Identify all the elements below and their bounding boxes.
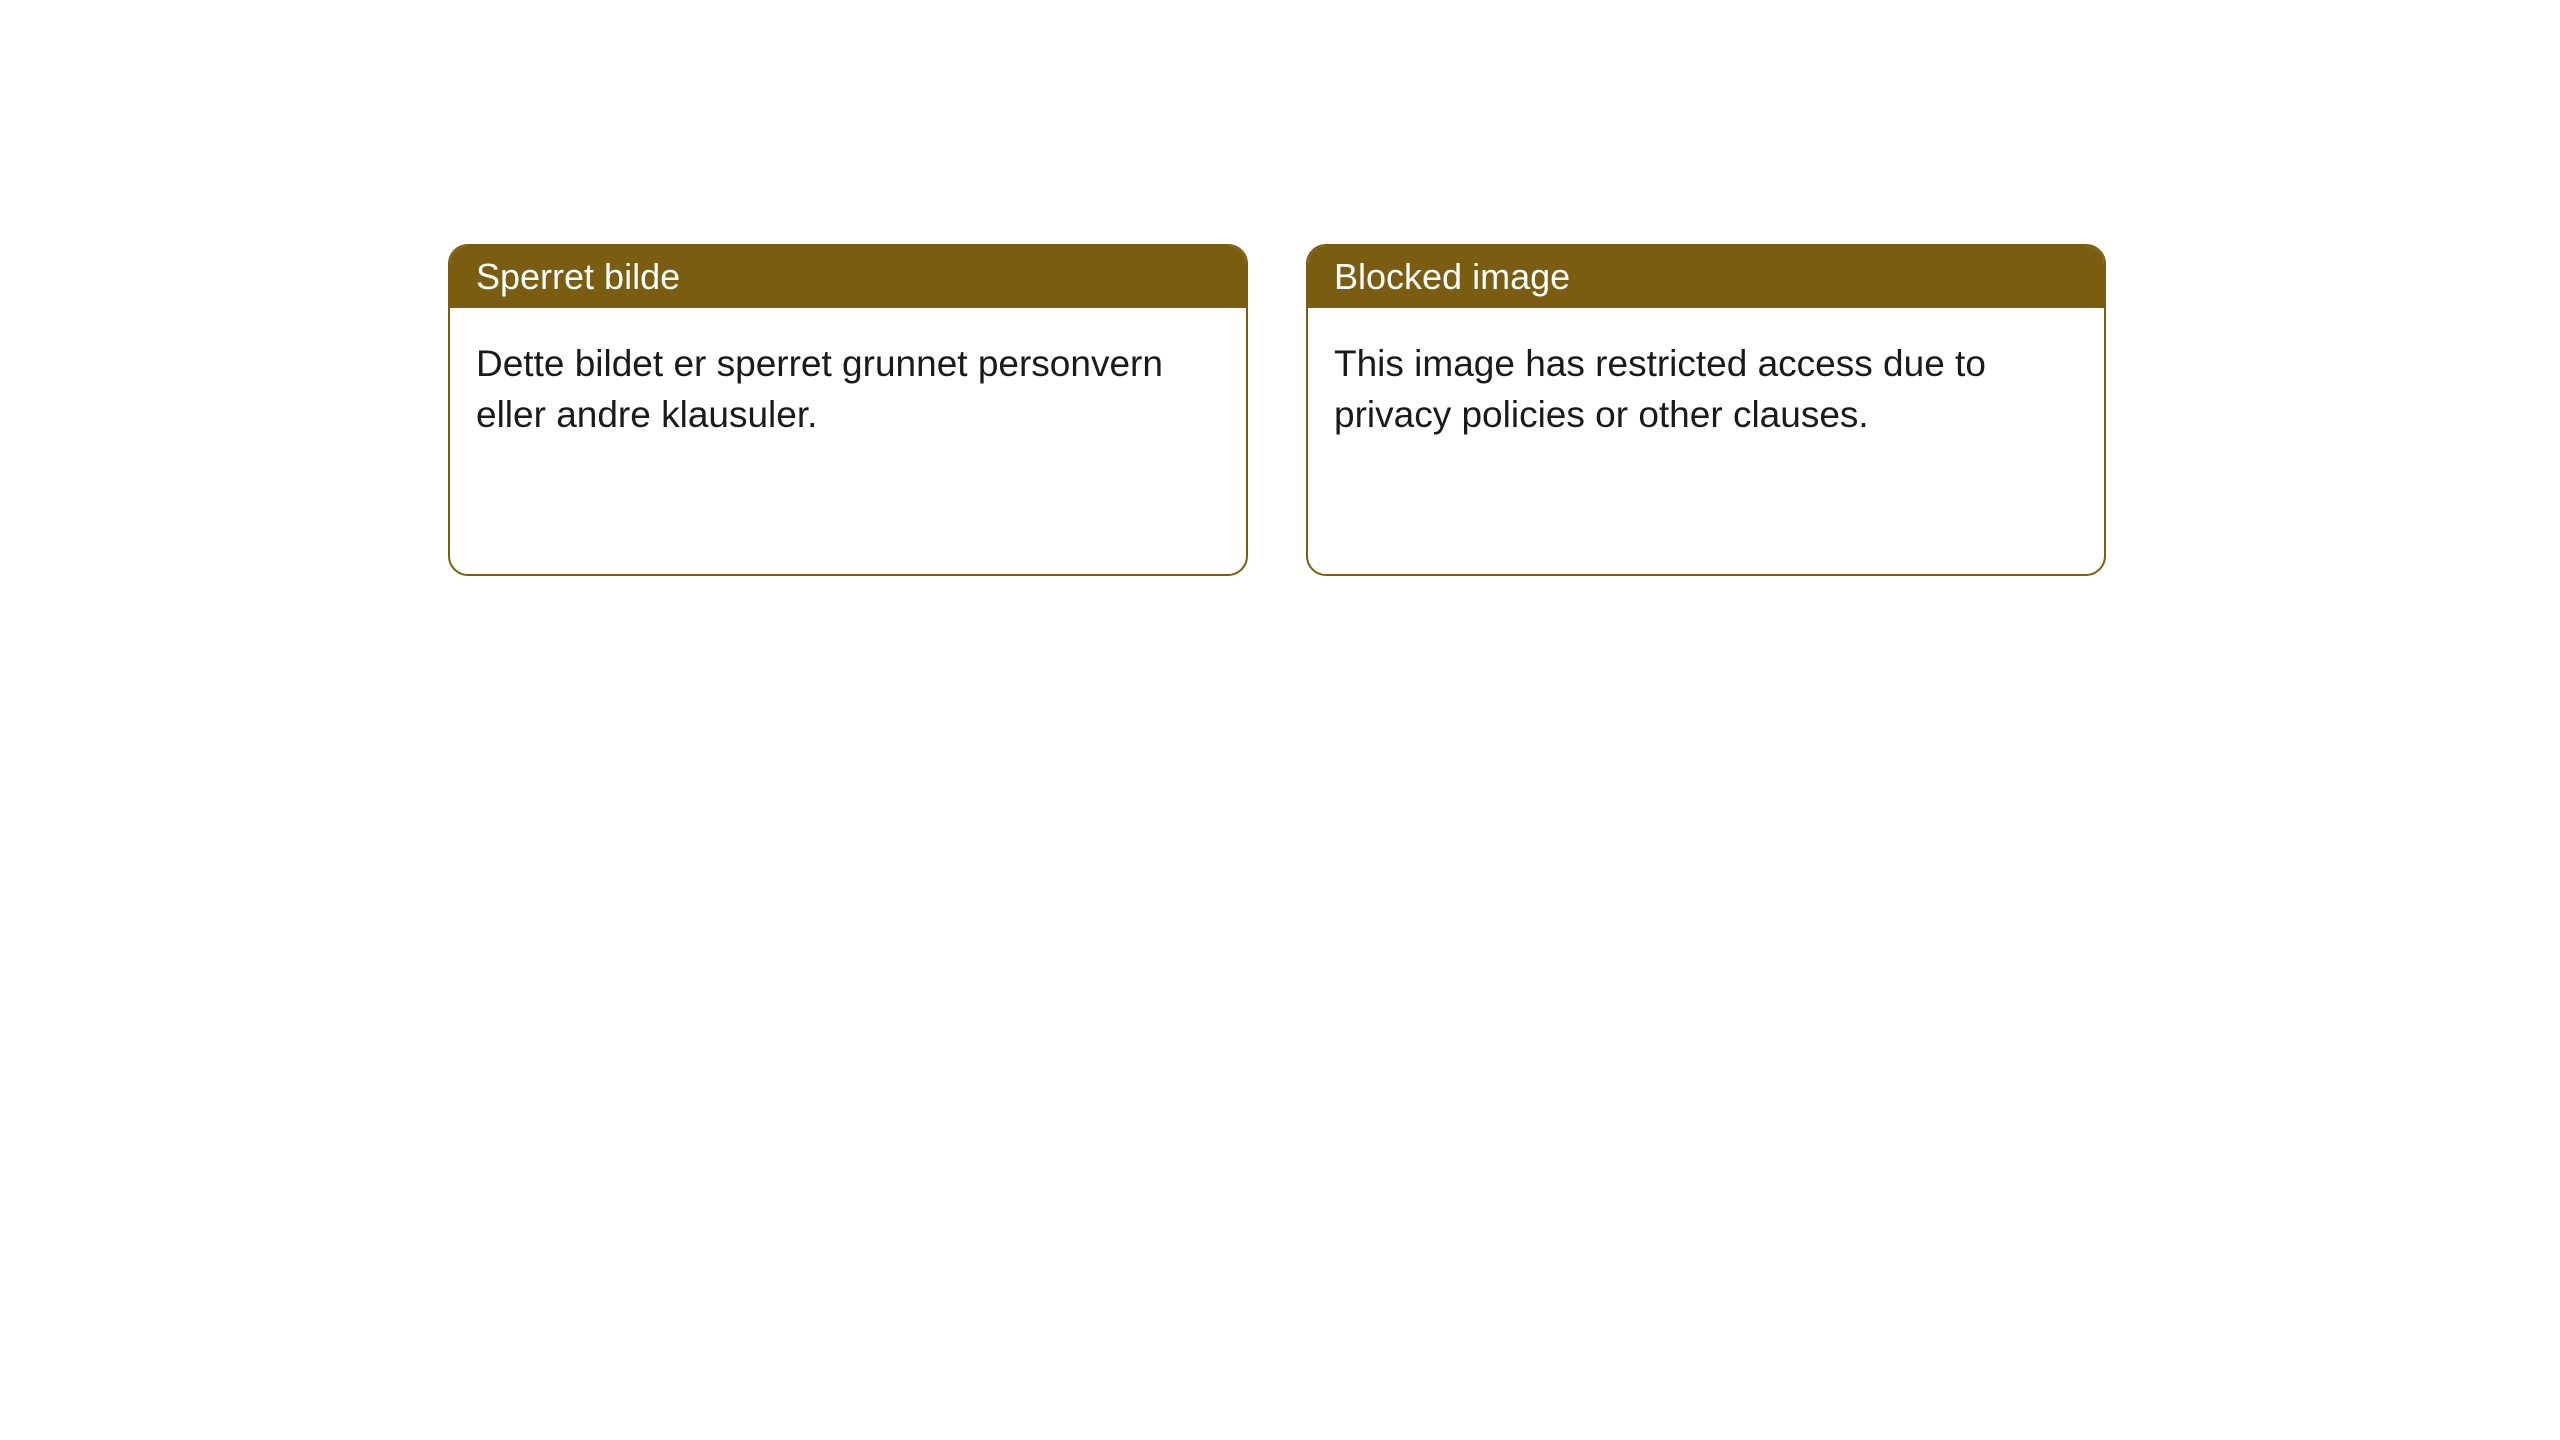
card-body: Dette bildet er sperret grunnet personve… <box>450 308 1246 574</box>
card-header: Sperret bilde <box>450 246 1246 308</box>
card-body-text: Dette bildet er sperret grunnet personve… <box>476 343 1163 435</box>
card-title: Blocked image <box>1334 256 1570 297</box>
notice-cards-container: Sperret bilde Dette bildet er sperret gr… <box>448 244 2106 576</box>
card-body-text: This image has restricted access due to … <box>1334 343 1986 435</box>
card-title: Sperret bilde <box>476 256 680 297</box>
notice-card-norwegian: Sperret bilde Dette bildet er sperret gr… <box>448 244 1248 576</box>
card-header: Blocked image <box>1308 246 2104 308</box>
notice-card-english: Blocked image This image has restricted … <box>1306 244 2106 576</box>
card-body: This image has restricted access due to … <box>1308 308 2104 574</box>
